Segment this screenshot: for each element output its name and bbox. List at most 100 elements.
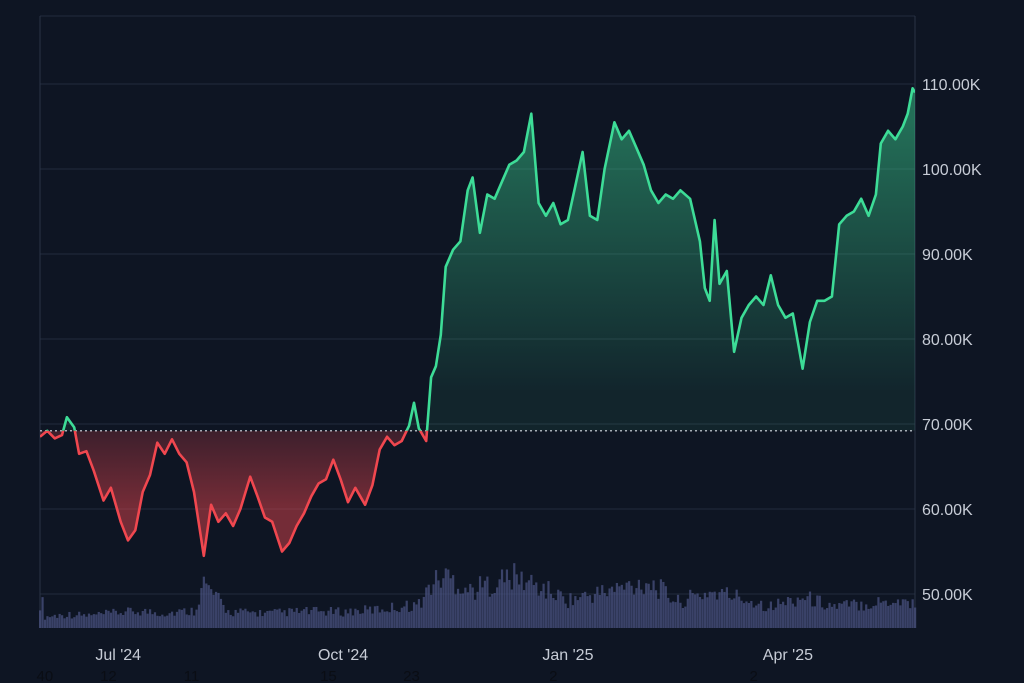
volume-bar [378, 612, 381, 628]
volume-bar [813, 606, 816, 628]
volume-bar [290, 608, 293, 628]
volume-bar [857, 610, 860, 628]
volume-bar [549, 593, 553, 628]
volume-bar [466, 592, 469, 628]
x-tick-label: Jul '24 [95, 647, 141, 664]
volume-bar [664, 586, 667, 628]
volume-bar [144, 608, 147, 628]
volume-bar [637, 579, 641, 628]
y-axis: 50.00K 60.00K 70.00K 80.00K 90.00K 100.00K 110… [922, 77, 982, 604]
volume-bar [711, 592, 714, 628]
volume-bar [405, 600, 408, 628]
volume-bar [791, 603, 794, 628]
volume-bar [449, 578, 452, 628]
y-tick-label: 70.00K [922, 417, 973, 434]
volume-bar [207, 585, 210, 628]
volume-bar [170, 611, 174, 628]
volume-bar [298, 613, 301, 628]
volume-bar [513, 563, 516, 628]
volume-bar [747, 603, 750, 628]
volume-bar [799, 599, 802, 628]
volume-bar [302, 609, 306, 628]
y-tick-label: 90.00K [922, 247, 973, 264]
volume-bar [835, 608, 838, 628]
volume-bar [58, 613, 61, 628]
volume-bar [200, 588, 203, 628]
volume-bar [68, 611, 71, 628]
volume-bar [258, 610, 262, 628]
volume-bar [818, 595, 821, 628]
volume-bar [657, 598, 660, 628]
volume-bar [241, 610, 245, 628]
volume-bar [730, 599, 733, 628]
x-sub-label: 11 [184, 668, 200, 683]
volume-bar [559, 591, 562, 628]
volume-bar [322, 611, 325, 628]
volume-bar [899, 605, 902, 628]
volume-bar [786, 597, 790, 628]
volume-bar [684, 606, 687, 628]
volume-bar [581, 592, 584, 628]
volume-bar [742, 603, 746, 628]
volume-bar [718, 592, 721, 628]
volume-bar [408, 611, 411, 628]
volume-bar [373, 606, 377, 628]
volume-bar [752, 607, 755, 628]
volume-bar [249, 612, 252, 628]
volume-bar [329, 606, 333, 628]
x-axis: Jul '24 Oct '24 Jan '25 Apr '25 [95, 647, 813, 664]
volume-bar [109, 612, 113, 628]
volume-bar [134, 614, 137, 628]
volume-bar [46, 616, 49, 628]
volume-bar [760, 600, 763, 628]
volume-bar [606, 596, 609, 628]
volume-bar [662, 581, 665, 628]
volume-bar [390, 602, 394, 628]
x-sub-label: 23 [403, 668, 420, 683]
volume-bar [474, 599, 477, 628]
volume-bar [914, 607, 917, 628]
volume-bar [422, 596, 425, 628]
volume-bar [750, 600, 753, 628]
volume-bar [227, 610, 230, 628]
volume-bar [796, 597, 799, 628]
volume-bar [603, 593, 606, 628]
volume-bar [315, 606, 318, 628]
volume-bar [544, 598, 548, 628]
volume-bar [486, 576, 489, 628]
volume-bar [757, 603, 760, 628]
volume-bar [904, 599, 907, 628]
volume-bar [833, 604, 836, 628]
volume-bar [214, 591, 218, 628]
volume-bar [896, 599, 900, 628]
volume-bar [131, 611, 135, 628]
volume-bar [139, 615, 142, 628]
volume-bar [645, 583, 648, 628]
volume-bar [564, 603, 567, 628]
volume-bar [716, 599, 719, 628]
volume-bar [772, 610, 775, 628]
volume-bar [266, 610, 269, 628]
volume-bar [417, 599, 421, 628]
volume-bar [192, 615, 196, 628]
volume-bar [251, 611, 254, 628]
volume-bar [393, 610, 396, 628]
volume-bar [894, 603, 897, 628]
volume-bar [430, 594, 433, 628]
volume-bar [180, 609, 183, 628]
volume-bar [733, 598, 736, 628]
volume-bar [713, 591, 716, 628]
volume-bar [97, 611, 100, 628]
volume-bar [728, 597, 731, 628]
volume-bar [654, 590, 658, 628]
volume-bar [826, 608, 829, 628]
area-below-baseline [40, 430, 915, 556]
volume-bar [447, 569, 450, 628]
volume-bar [676, 594, 680, 628]
volume-bar [65, 616, 69, 628]
volume-bar [500, 569, 504, 628]
volume-bar [808, 591, 812, 628]
volume-bar [41, 597, 44, 628]
volume-bar [288, 608, 291, 628]
volume-bar [339, 615, 342, 628]
